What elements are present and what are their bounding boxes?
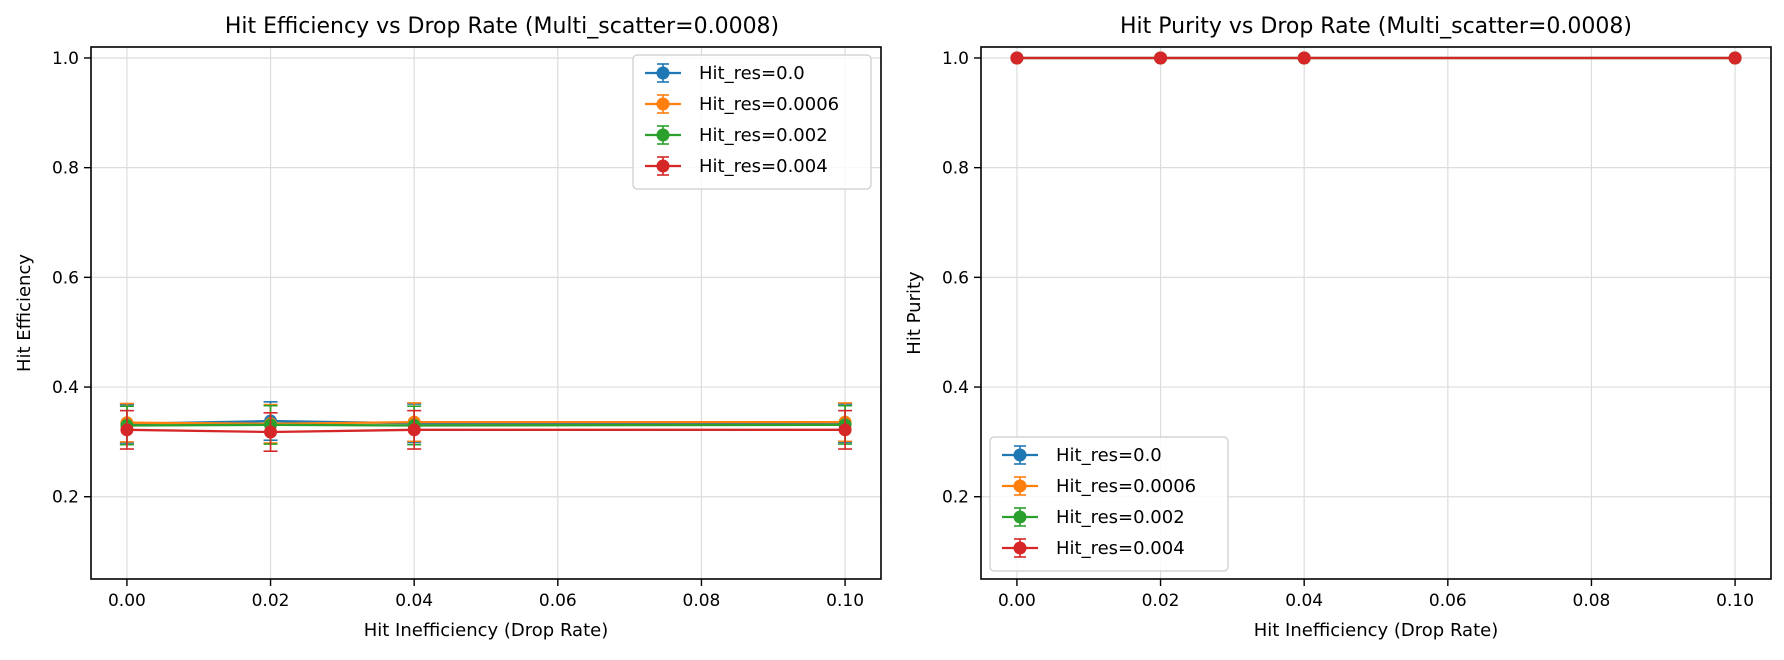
efficiency-chart: Hit Efficiency vs Drop Rate (Multi_scatt… — [14, 14, 882, 641]
efficiency-x-tick-label: 0.00 — [108, 591, 146, 611]
efficiency-y-tick-label: 0.6 — [52, 268, 79, 288]
efficiency-legend-marker — [656, 159, 670, 173]
purity-y-tick-label: 0.8 — [942, 159, 969, 179]
efficiency-legend-marker — [656, 128, 670, 142]
purity-legend-marker — [1013, 541, 1027, 555]
purity-legend-label: Hit_res=0.004 — [1056, 538, 1185, 559]
efficiency-legend-label: Hit_res=0.004 — [699, 156, 828, 177]
efficiency-x-axis-label: Hit Inefficiency (Drop Rate) — [364, 620, 609, 641]
efficiency-series-line — [126, 420, 846, 425]
purity-axes-frame — [980, 46, 1772, 580]
efficiency-series-3 — [119, 409, 853, 453]
efficiency-legend-marker — [656, 66, 670, 80]
efficiency-data-point — [838, 423, 852, 437]
efficiency-x-ticks: 0.00 0.02 0.04 0.06 0.08 0.10 — [108, 579, 864, 611]
efficiency-data-point — [120, 423, 134, 437]
purity-legend-label: Hit_res=0.002 — [1056, 507, 1185, 528]
purity-x-tick-label: 0.10 — [1716, 591, 1754, 611]
purity-legend-item: Hit_res=0.002 — [1002, 507, 1185, 528]
efficiency-legend-marker — [656, 97, 670, 111]
purity-legend: Hit_res=0.0 Hit_res=0.0006 Hit_res=0.002 Hi… — [989, 436, 1229, 572]
purity-chart-title: Hit Purity vs Drop Rate (Multi_scatter=0… — [1120, 14, 1632, 39]
purity-y-axis-label: Hit Purity — [904, 271, 925, 355]
purity-data-point — [1297, 51, 1311, 65]
purity-legend-marker — [1013, 448, 1027, 462]
purity-legend-item: Hit_res=0.0006 — [1002, 476, 1196, 497]
efficiency-data-point — [264, 425, 278, 439]
purity-x-ticks: 0.00 0.02 0.04 0.06 0.08 0.10 — [998, 579, 1754, 611]
purity-legend-item: Hit_res=0.0 — [1002, 445, 1162, 466]
purity-x-tick-label: 0.04 — [1285, 591, 1323, 611]
efficiency-y-axis-label: Hit Efficiency — [14, 254, 35, 372]
purity-chart: Hit Purity vs Drop Rate (Multi_scatter=0… — [904, 14, 1772, 641]
efficiency-series-line — [126, 428, 846, 434]
purity-x-tick-label: 0.02 — [1142, 591, 1180, 611]
purity-legend-label: Hit_res=0.0006 — [1056, 476, 1196, 497]
efficiency-y-tick-label: 0.4 — [52, 378, 79, 398]
purity-legend-item: Hit_res=0.004 — [1002, 538, 1185, 559]
purity-series-3 — [1010, 51, 1742, 65]
efficiency-x-tick-label: 0.02 — [252, 591, 290, 611]
purity-data-point — [1728, 51, 1742, 65]
purity-y-tick-label: 1.0 — [942, 49, 969, 69]
efficiency-x-tick-label: 0.06 — [539, 591, 577, 611]
efficiency-y-tick-label: 1.0 — [52, 49, 79, 69]
efficiency-x-tick-label: 0.10 — [826, 591, 864, 611]
efficiency-legend: Hit_res=0.0 Hit_res=0.0006 Hit_res=0.002 Hi… — [632, 54, 872, 190]
efficiency-data-point — [407, 423, 421, 437]
purity-legend-label: Hit_res=0.0 — [1056, 445, 1162, 466]
efficiency-legend-item: Hit_res=0.004 — [645, 156, 828, 177]
purity-x-tick-label: 0.00 — [998, 591, 1036, 611]
purity-plot-area — [1010, 51, 1742, 65]
purity-y-tick-label: 0.4 — [942, 378, 969, 398]
purity-data-point — [1010, 51, 1024, 65]
purity-legend-box — [989, 436, 1229, 572]
efficiency-legend-box — [632, 54, 872, 190]
efficiency-plot-area — [119, 401, 853, 453]
efficiency-legend-label: Hit_res=0.0 — [699, 63, 805, 84]
purity-legend-marker — [1013, 510, 1027, 524]
purity-y-tick-label: 0.2 — [942, 488, 969, 508]
efficiency-y-tick-label: 0.2 — [52, 488, 79, 508]
efficiency-legend-item: Hit_res=0.002 — [645, 125, 828, 146]
efficiency-chart-title: Hit Efficiency vs Drop Rate (Multi_scatt… — [225, 14, 779, 39]
efficiency-y-ticks: 0.2 0.4 0.6 0.8 1.0 — [52, 49, 91, 508]
purity-x-axis-label: Hit Inefficiency (Drop Rate) — [1254, 620, 1499, 641]
efficiency-legend-item: Hit_res=0.0006 — [645, 94, 839, 115]
efficiency-axes-frame — [90, 46, 882, 580]
efficiency-y-tick-label: 0.8 — [52, 159, 79, 179]
purity-legend-marker — [1013, 479, 1027, 493]
purity-y-tick-label: 0.6 — [942, 268, 969, 288]
efficiency-legend-label: Hit_res=0.002 — [699, 125, 828, 146]
efficiency-legend-item: Hit_res=0.0 — [645, 63, 805, 84]
purity-x-tick-label: 0.06 — [1429, 591, 1467, 611]
efficiency-x-tick-label: 0.04 — [395, 591, 433, 611]
purity-y-ticks: 0.2 0.4 0.6 0.8 1.0 — [942, 49, 981, 508]
efficiency-series-line — [126, 423, 846, 427]
purity-x-tick-label: 0.08 — [1573, 591, 1611, 611]
efficiency-x-tick-label: 0.08 — [683, 591, 721, 611]
efficiency-legend-label: Hit_res=0.0006 — [699, 94, 839, 115]
purity-data-point — [1154, 51, 1168, 65]
